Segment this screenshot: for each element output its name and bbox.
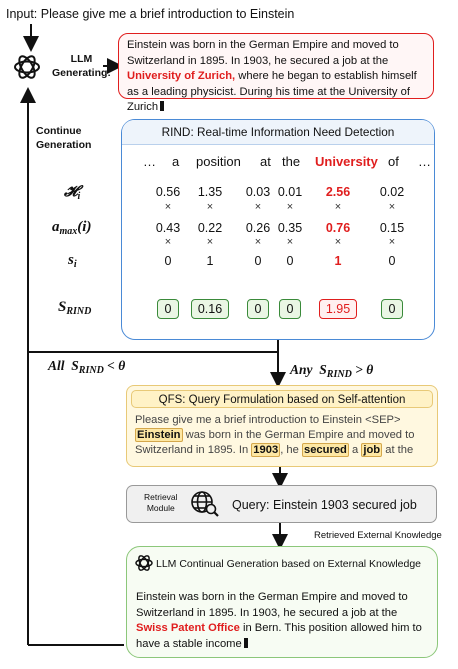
token-word: … (143, 154, 156, 169)
srind-value-box: 0 (157, 299, 179, 319)
multiply-sign: × (206, 201, 214, 213)
attention-value: 0.76 (325, 221, 351, 235)
entropy-value: 0.01 (277, 185, 303, 199)
retrieved-knowledge-label: Retrieved External Knowledge (314, 530, 442, 541)
stopword-value: 1 (206, 254, 214, 268)
multiply-sign: × (206, 236, 214, 248)
qfs-text: Please give me a brief introduction to E… (135, 414, 415, 457)
token-word: the (282, 154, 301, 169)
token-word: of (388, 154, 399, 169)
token-word: at (260, 154, 271, 169)
all-condition-label: All SRIND < θ (48, 358, 126, 376)
token-word: … (418, 154, 431, 169)
openai-logo-icon (135, 555, 153, 571)
query-text: Query: Einstein 1903 secured job (232, 498, 417, 512)
any-condition-label: Any SRIND > θ (290, 362, 374, 380)
stopword-value: 0 (388, 254, 396, 268)
multiply-sign: × (334, 201, 342, 213)
srind-value-box: 0 (381, 299, 403, 319)
stopword-value: 1 (334, 254, 342, 268)
multiply-sign: × (388, 201, 396, 213)
entropy-value: 0.56 (155, 185, 181, 199)
multiply-sign: × (286, 236, 294, 248)
attention-row-label: amax(i) (52, 219, 92, 237)
attention-value: 0.26 (245, 221, 271, 235)
entropy-value: 2.56 (325, 185, 351, 199)
srind-row-label: SRIND (58, 299, 92, 317)
token-word: a (172, 154, 180, 169)
continual-generation-text: Einstein was born in the German Empire a… (136, 591, 422, 650)
qfs-panel: QFS: Query Formulation based on Self-att… (126, 385, 438, 467)
multiply-sign: × (164, 201, 172, 213)
retrieval-module-label: Retrieval Module (144, 492, 178, 513)
multiply-sign: × (286, 201, 294, 213)
text-cursor (243, 637, 248, 648)
multiply-sign: × (334, 236, 342, 248)
multiply-sign: × (254, 236, 262, 248)
entropy-value: 1.35 (197, 185, 223, 199)
continue-generation-label: Continue Generation (36, 125, 92, 151)
continual-generation-panel (126, 546, 438, 658)
llm-generation-box: Einstein was born in the German Empire a… (118, 33, 434, 113)
attention-value: 0.15 (379, 221, 405, 235)
rind-title: RIND: Real-time Information Need Detecti… (122, 120, 434, 145)
stopword-value: 0 (254, 254, 262, 268)
token-word: position (196, 154, 241, 169)
attention-value: 0.35 (277, 221, 303, 235)
retrieval-panel (126, 485, 437, 523)
openai-logo-icon (14, 55, 40, 79)
stopword-value: 0 (286, 254, 294, 268)
stopword-row-label: si (68, 252, 77, 270)
text-cursor (160, 101, 165, 111)
srind-value-box: 0 (279, 299, 301, 319)
entropy-row-label: 𝓗i (64, 184, 81, 202)
srind-value-box: 0.16 (191, 299, 229, 319)
srind-value-box: 0 (247, 299, 269, 319)
input-prompt: Input: Please give me a brief introducti… (6, 7, 295, 21)
multiply-sign: × (254, 201, 262, 213)
srind-value-box: 1.95 (319, 299, 357, 319)
token-word: University (315, 154, 378, 169)
llm-generating-label: LLM Generating: (52, 53, 111, 79)
entropy-value: 0.03 (245, 185, 271, 199)
continual-generation-title: LLM Continual Generation based on Extern… (156, 558, 422, 570)
attention-value: 0.22 (197, 221, 223, 235)
qfs-title: QFS: Query Formulation based on Self-att… (131, 390, 433, 408)
entropy-value: 0.02 (379, 185, 405, 199)
multiply-sign: × (164, 236, 172, 248)
stopword-value: 0 (164, 254, 172, 268)
multiply-sign: × (388, 236, 396, 248)
attention-value: 0.43 (155, 221, 181, 235)
globe-search-icon (191, 491, 219, 517)
